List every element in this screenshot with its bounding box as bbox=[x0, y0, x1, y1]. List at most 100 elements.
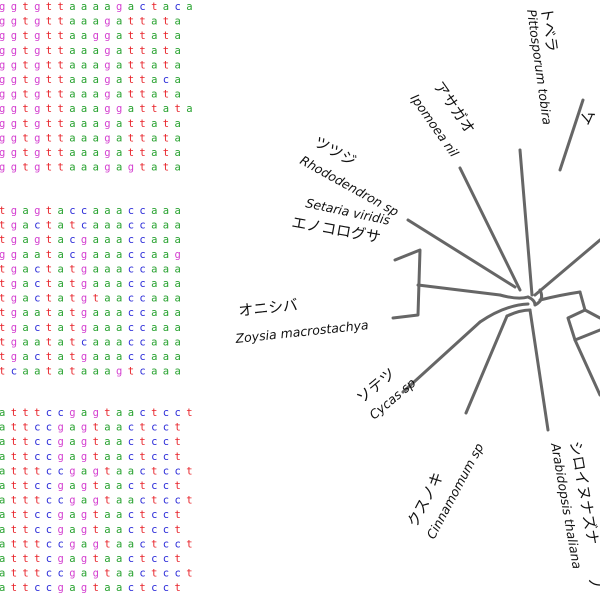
nucleotide: g bbox=[104, 89, 110, 101]
nucleotide: a bbox=[151, 205, 157, 217]
nucleotide: c bbox=[46, 451, 52, 463]
nucleotide: a bbox=[128, 1, 134, 13]
nucleotide: t bbox=[151, 407, 157, 419]
nucleotide: t bbox=[93, 293, 99, 305]
nucleotide: g bbox=[116, 103, 122, 115]
nucleotide: t bbox=[46, 59, 52, 71]
alignment-block-1: g g t g t t a a a a g a c t a c ag g t g t t a a a g a t t a t ag g t g t t a… bbox=[0, 1, 193, 174]
nucleotide: a bbox=[93, 205, 99, 217]
nucleotide: a bbox=[58, 278, 64, 290]
nucleotide: a bbox=[116, 407, 122, 419]
nucleotide: t bbox=[22, 147, 28, 159]
nucleotide: c bbox=[128, 436, 134, 448]
nucleotide: t bbox=[151, 495, 157, 507]
nucleotide: t bbox=[11, 407, 17, 419]
nucleotide: a bbox=[104, 322, 110, 334]
nucleotide: g bbox=[81, 422, 87, 434]
nucleotide: t bbox=[93, 422, 99, 434]
nucleotide: t bbox=[58, 1, 64, 13]
nucleotide: g bbox=[69, 495, 75, 507]
nucleotide: a bbox=[175, 89, 181, 101]
nucleotide: a bbox=[175, 278, 181, 290]
nucleotide: c bbox=[58, 465, 64, 477]
nucleotide: a bbox=[186, 103, 192, 115]
nucleotide: a bbox=[151, 307, 157, 319]
nucleotide: a bbox=[116, 307, 122, 319]
nucleotide: a bbox=[163, 220, 169, 232]
nucleotide: a bbox=[0, 582, 5, 594]
nucleotide: g bbox=[81, 582, 87, 594]
nucleotide: c bbox=[46, 436, 52, 448]
nucleotide: t bbox=[22, 568, 28, 580]
nucleotide: t bbox=[22, 451, 28, 463]
nucleotide: t bbox=[175, 422, 181, 434]
nucleotide: t bbox=[128, 16, 134, 28]
nucleotide: c bbox=[34, 422, 40, 434]
nucleotide: a bbox=[22, 220, 28, 232]
nucleotide: a bbox=[151, 162, 157, 174]
leaf-shiroinunazuna: シロイヌナズナ Arabidopsis thaliana bbox=[548, 440, 600, 570]
nucleotide: a bbox=[151, 74, 157, 86]
nucleotide: g bbox=[11, 147, 17, 159]
branch-asagao bbox=[458, 166, 522, 292]
nucleotide: g bbox=[34, 30, 40, 42]
nucleotide: a bbox=[93, 322, 99, 334]
nucleotide: a bbox=[163, 336, 169, 348]
nucleotide: g bbox=[11, 293, 17, 305]
nucleotide: g bbox=[11, 16, 17, 28]
nucleotide: g bbox=[34, 16, 40, 28]
nucleotide: a bbox=[0, 422, 5, 434]
nucleotide: t bbox=[22, 162, 28, 174]
nucleotide: g bbox=[93, 465, 99, 477]
nucleotide: g bbox=[81, 249, 87, 261]
nucleotide: a bbox=[93, 16, 99, 28]
nucleotide: a bbox=[175, 147, 181, 159]
nucleotide: a bbox=[58, 322, 64, 334]
nucleotide: a bbox=[175, 162, 181, 174]
nucleotide: a bbox=[58, 293, 64, 305]
nucleotide: g bbox=[58, 582, 64, 594]
nucleotide: t bbox=[128, 45, 134, 57]
nucleotide: c bbox=[139, 351, 145, 363]
nucleotide: c bbox=[34, 263, 40, 275]
nucleotide: c bbox=[46, 568, 52, 580]
nucleotide: t bbox=[163, 89, 169, 101]
nucleotide: g bbox=[69, 465, 75, 477]
nucleotide: c bbox=[128, 322, 134, 334]
branch-tobera bbox=[518, 148, 534, 297]
nucleotide: g bbox=[104, 132, 110, 144]
nucleotide: a bbox=[69, 1, 75, 13]
nucleotide: a bbox=[116, 234, 122, 246]
nucleotide: g bbox=[34, 205, 40, 217]
nucleotide: g bbox=[0, 147, 5, 159]
nucleotide: g bbox=[81, 307, 87, 319]
nucleotide: a bbox=[93, 278, 99, 290]
nucleotide: t bbox=[93, 553, 99, 565]
nucleotide: a bbox=[22, 336, 28, 348]
nucleotide: t bbox=[163, 162, 169, 174]
nucleotide: a bbox=[104, 293, 110, 305]
nucleotide: c bbox=[175, 465, 181, 477]
nucleotide: g bbox=[104, 16, 110, 28]
nucleotide: g bbox=[58, 451, 64, 463]
nucleotide: a bbox=[81, 366, 87, 378]
nucleotide: c bbox=[163, 568, 169, 580]
nucleotide: a bbox=[151, 220, 157, 232]
nucleotide: t bbox=[139, 89, 145, 101]
leaf-sotetsu: ソテツ Cycas sp bbox=[353, 364, 419, 422]
nucleotide: t bbox=[186, 568, 192, 580]
nucleotide: a bbox=[151, 336, 157, 348]
nucleotide: g bbox=[0, 59, 5, 71]
nucleotide: t bbox=[22, 45, 28, 57]
nucleotide: a bbox=[93, 45, 99, 57]
nucleotide: g bbox=[58, 524, 64, 536]
nucleotide: g bbox=[81, 263, 87, 275]
nucleotide: a bbox=[69, 436, 75, 448]
nucleotide: g bbox=[11, 220, 17, 232]
